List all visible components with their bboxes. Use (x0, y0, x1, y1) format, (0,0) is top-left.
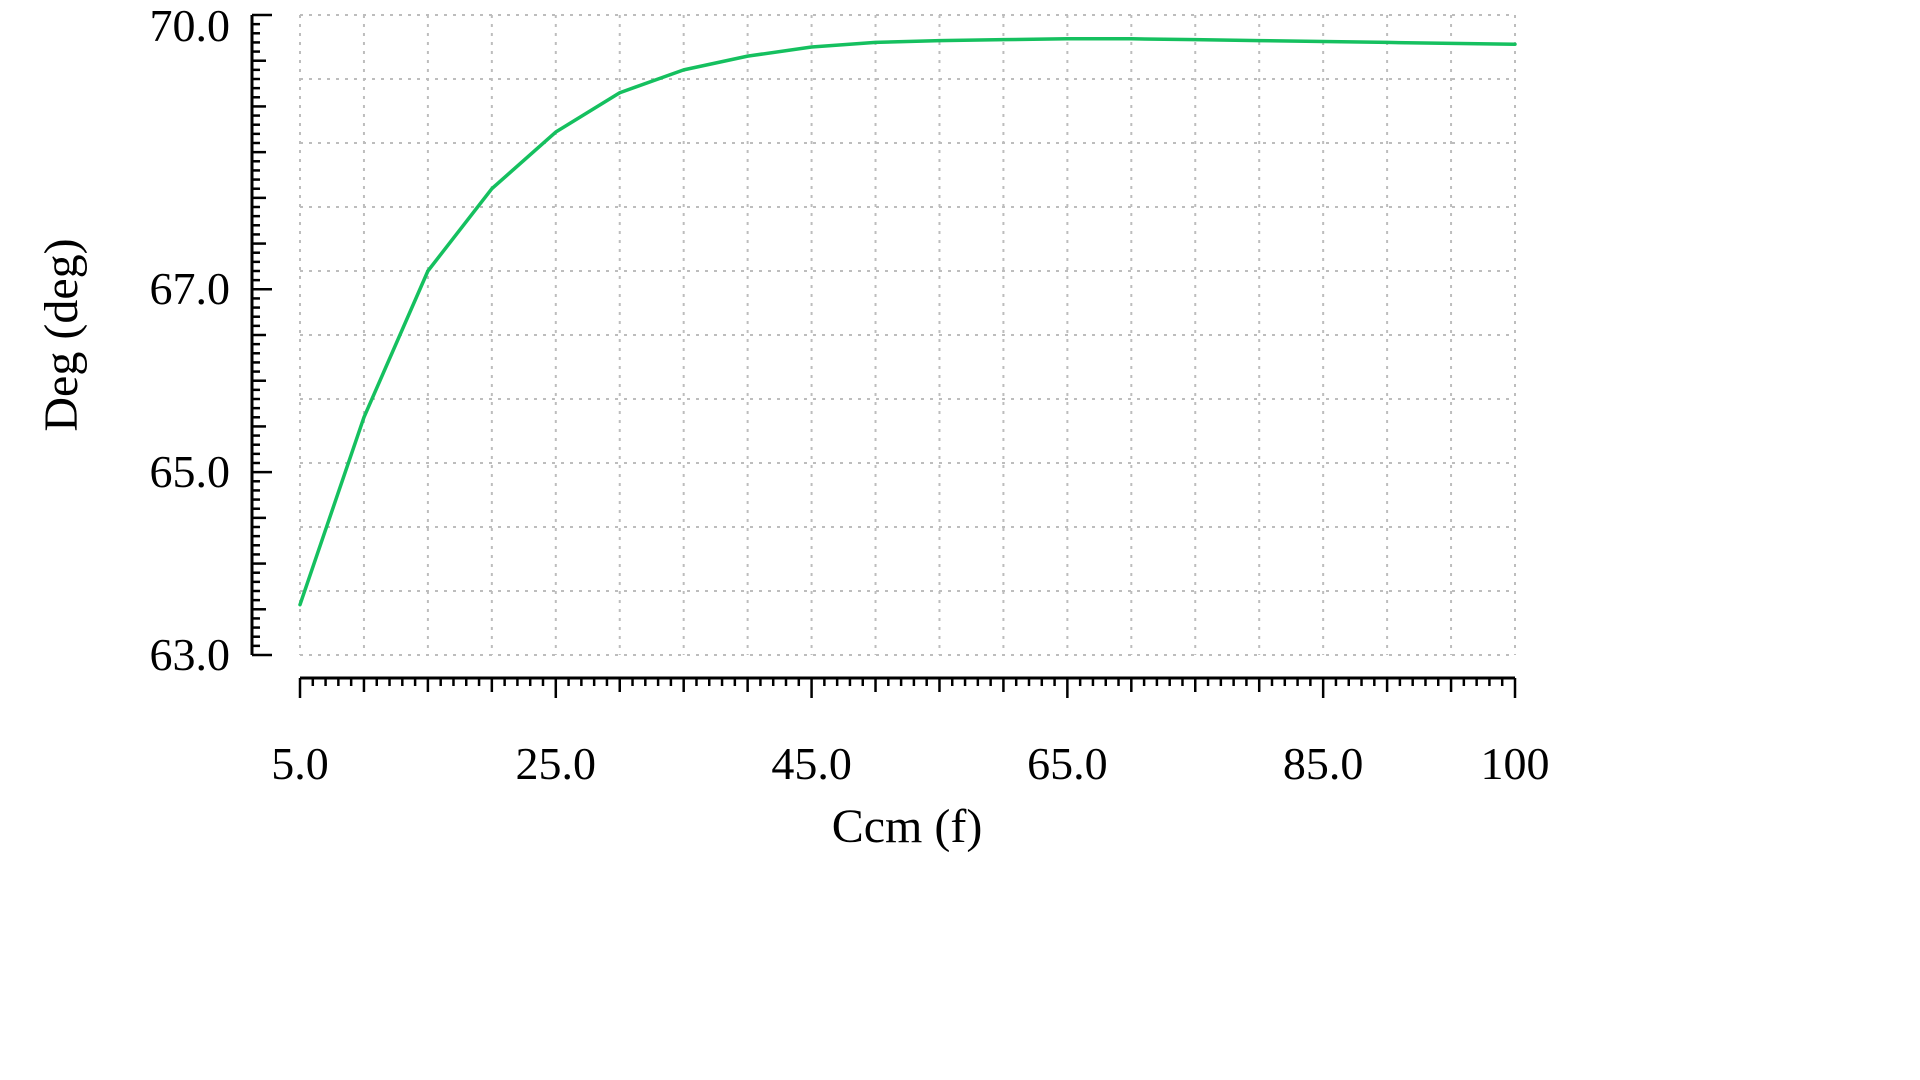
x-axis-title: Ccm (f) (831, 800, 983, 853)
x-tick-label: 25.0 (515, 738, 597, 789)
grid-lines (299, 14, 1516, 656)
series-deg-curve (298, 37, 1517, 607)
x-tick-label: 100 (1480, 738, 1550, 789)
y-tick-label: 67.0 (149, 263, 231, 315)
x-tick-label: 45.0 (771, 738, 852, 789)
x-axis-ruler (298, 676, 1517, 698)
x-tick-label: 85.0 (1282, 738, 1364, 789)
y-axis-ruler (250, 13, 272, 657)
x-tick-label: 5.0 (271, 738, 329, 789)
data-series-line (298, 37, 1517, 607)
y-tick-label: 70.0 (149, 0, 231, 51)
x-tick-label: 65.0 (1027, 738, 1108, 789)
y-tick-label: 65.0 (149, 446, 231, 498)
y-tick-label: 63.0 (149, 629, 231, 680)
y-axis-title: Deg (deg) (35, 238, 88, 432)
